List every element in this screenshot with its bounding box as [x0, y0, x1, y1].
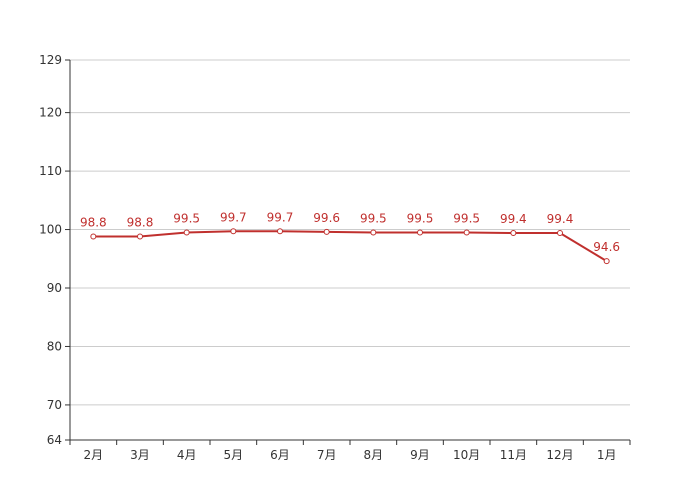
- data-label: 98.8: [127, 216, 154, 230]
- x-tick-label: 10月: [453, 448, 480, 462]
- x-tick-labels: 2月 3月 4月 5月 6月 7月 8月 9月 10月 11月 12月 1月: [69, 440, 631, 462]
- data-point: [277, 228, 283, 235]
- x-tick-label: 4月: [177, 448, 197, 462]
- series: 98.8 98.8 99.5 99.7 99.7 99.6 99.5 99.5 99.5 99.4…: [80, 210, 620, 265]
- x-tick-label: 2月: [84, 448, 104, 462]
- series-group: 98.8 98.8 99.5 99.7 99.7 99.6 99.5 99.5 99.5 99.4…: [80, 210, 620, 265]
- x-tick-label: 6月: [270, 448, 290, 462]
- data-label: 99.4: [547, 212, 574, 226]
- data-point: [463, 229, 470, 236]
- data-label: 99.5: [173, 211, 200, 225]
- data-label: 99.5: [407, 211, 434, 225]
- data-point: [137, 233, 143, 240]
- x-tick-label: 3月: [130, 448, 150, 462]
- x-tick-label: 9月: [410, 448, 430, 462]
- data-point: [510, 230, 517, 237]
- data-point: [90, 233, 97, 240]
- data-label: 99.6: [313, 211, 340, 225]
- data-point: [417, 229, 423, 236]
- data-point: [230, 228, 237, 235]
- data-label: 94.6: [593, 240, 620, 254]
- y-tick-label: 90: [47, 281, 62, 295]
- data-label: 99.5: [360, 211, 387, 225]
- axes: [69, 60, 630, 441]
- data-point: [370, 229, 377, 236]
- y-tick-label: 100: [39, 223, 62, 237]
- data-point: [323, 228, 330, 235]
- y-tick-label: 129: [39, 53, 62, 67]
- data-label: 99.5: [453, 211, 480, 225]
- y-tick-label: 70: [47, 398, 62, 412]
- y-tick-label: 120: [39, 106, 62, 120]
- data-label: 99.7: [220, 210, 247, 224]
- y-tick-label: 64: [47, 433, 62, 447]
- x-tick-label: 5月: [224, 448, 244, 462]
- x-tick-label: 1月: [597, 448, 617, 462]
- y-tick-label: 80: [47, 339, 62, 353]
- y-tick-label: 110: [39, 164, 62, 178]
- x-tick-label: 8月: [364, 448, 384, 462]
- data-label: 98.8: [80, 216, 107, 230]
- data-label: 99.7: [267, 210, 294, 224]
- x-tick-label: 12月: [546, 448, 573, 462]
- grid-lines: [70, 59, 630, 406]
- y-tick-labels: 64 70 80 90 100 110 120 129: [39, 53, 70, 447]
- data-point: [183, 229, 190, 236]
- data-label: 99.4: [500, 212, 527, 226]
- series-line: [93, 230, 608, 262]
- x-tick-label: 11月: [500, 448, 527, 462]
- data-point: [557, 230, 563, 237]
- data-point: [603, 258, 610, 265]
- x-tick-label: 7月: [317, 448, 337, 462]
